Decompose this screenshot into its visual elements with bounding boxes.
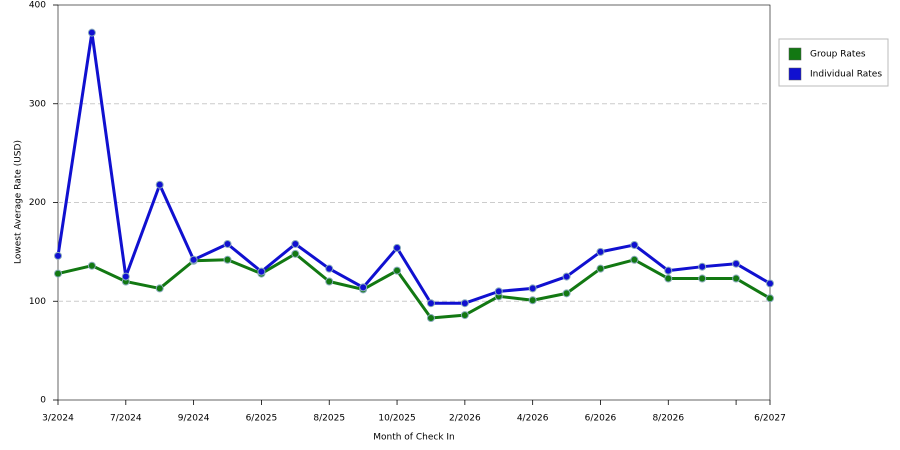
data-point	[426, 299, 435, 308]
data-point	[766, 294, 774, 303]
data-point	[291, 249, 300, 258]
x-axis-title: Month of Check In	[373, 433, 455, 443]
legend-swatch	[788, 47, 802, 61]
data-point	[664, 266, 673, 275]
data-point	[698, 274, 707, 283]
data-point	[155, 180, 164, 189]
y-tick-label: 300	[29, 99, 46, 109]
data-point	[426, 314, 435, 323]
data-point	[528, 284, 537, 293]
data-point	[359, 283, 368, 292]
series-line	[56, 31, 771, 305]
x-tick-label: 4/2026	[517, 414, 549, 424]
x-tick-label: 3/2024	[42, 414, 74, 424]
data-point	[257, 267, 266, 276]
x-tick-label: 2/2026	[449, 414, 481, 424]
data-point	[732, 259, 741, 268]
data-point	[732, 274, 741, 283]
x-tick-label: 8/2026	[652, 414, 684, 424]
data-point	[460, 299, 469, 308]
data-point	[155, 284, 164, 293]
data-point	[393, 266, 402, 275]
data-point	[664, 274, 673, 283]
data-point	[291, 239, 300, 248]
data-point	[54, 251, 62, 260]
x-tick-label: 8/2025	[313, 414, 345, 424]
data-point	[766, 279, 774, 288]
y-tick-label: 0	[40, 396, 46, 406]
data-point	[393, 243, 402, 252]
data-point	[189, 255, 198, 264]
data-point	[223, 239, 232, 248]
legend-swatch	[788, 67, 802, 81]
data-point	[528, 296, 537, 305]
x-tick-label: 7/2024	[110, 414, 142, 424]
x-tick-label: 6/2027	[754, 414, 786, 424]
data-point	[54, 269, 62, 278]
data-point	[698, 262, 707, 271]
data-point	[596, 247, 605, 256]
y-tick-label: 100	[29, 297, 46, 307]
data-point	[87, 261, 96, 270]
x-tick-label: 6/2026	[585, 414, 617, 424]
series-line	[57, 252, 771, 320]
data-point	[460, 311, 469, 320]
x-tick-label: 6/2025	[246, 414, 278, 424]
data-point	[325, 277, 334, 286]
data-point	[630, 240, 639, 249]
data-point	[223, 255, 232, 264]
legend-label: Group Rates	[810, 50, 866, 60]
data-point	[494, 287, 503, 296]
x-tick-label: 9/2024	[178, 414, 210, 424]
data-point	[121, 272, 130, 281]
data-point	[87, 28, 96, 37]
data-point	[596, 264, 605, 273]
y-tick-label: 200	[29, 198, 46, 208]
legend-label: Individual Rates	[810, 70, 882, 80]
x-tick-label: 10/2025	[378, 414, 415, 424]
y-tick-label: 400	[29, 1, 46, 11]
y-axis-title: Lowest Average Rate (USD)	[14, 140, 24, 264]
data-point	[325, 264, 334, 273]
data-point	[630, 255, 639, 264]
data-point	[562, 289, 571, 298]
data-point	[562, 272, 571, 281]
